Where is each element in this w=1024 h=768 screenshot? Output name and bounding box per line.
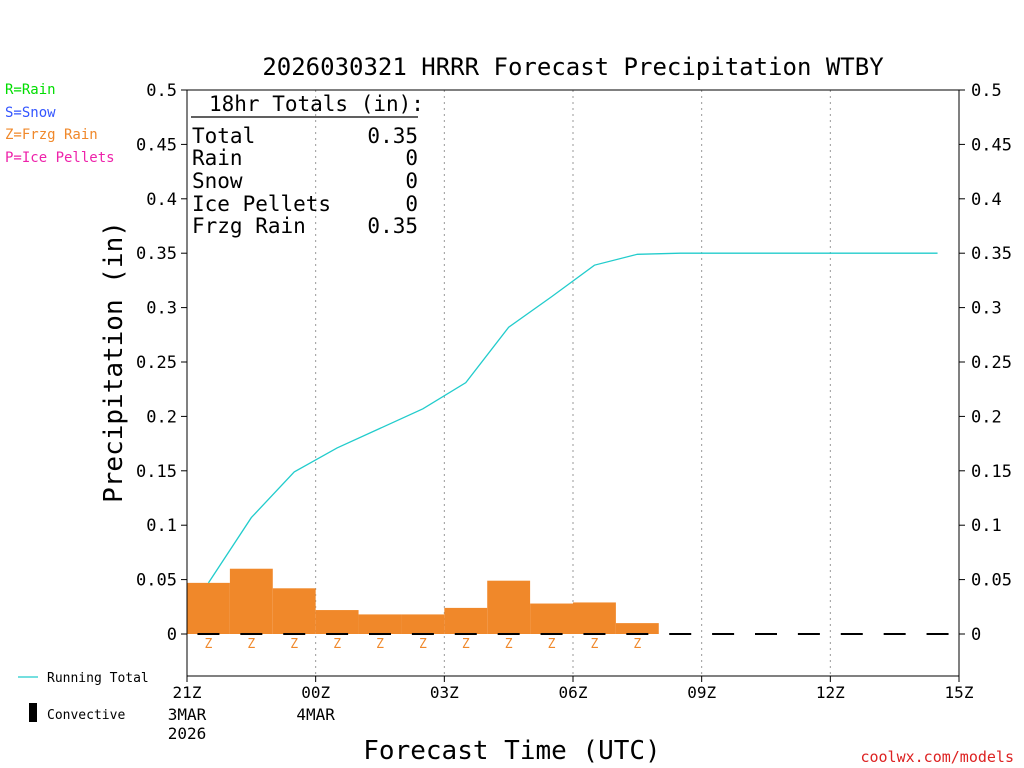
totals-row-label-total: Total <box>192 124 255 148</box>
bar-hour-8 <box>487 580 531 634</box>
type-label-hour-7: Z <box>462 637 470 652</box>
bar-hour-2 <box>229 568 273 634</box>
bar-hour-3 <box>272 588 316 634</box>
convective-legend-swatch <box>29 703 37 722</box>
bars-group <box>187 568 659 634</box>
y-tick-label-right-5: 0.25 <box>971 353 1012 373</box>
y-tick-label-left-2: 0.1 <box>146 516 177 536</box>
legend-frzg-rain: Z=Frzg Rain <box>5 127 98 143</box>
y-tick-label-left-0: 0 <box>167 625 177 645</box>
bar-hour-7 <box>444 607 488 634</box>
totals-row-value-total: 0.35 <box>367 124 418 148</box>
y-tick-label-right-2: 0.1 <box>971 516 1002 536</box>
totals-row-value-frzg-rain: 0.35 <box>367 214 418 238</box>
x-tick-sublabel-0-1: 2026 <box>168 724 207 743</box>
totals-box: 18hr Totals (in): Total 0.35 Rain 0 Snow… <box>191 92 424 238</box>
y-tick-label-right-7: 0.35 <box>971 244 1012 264</box>
bar-hour-11 <box>615 623 659 634</box>
right-axis: 0 0.05 0.1 0.15 0.2 0.25 0.3 0.35 0.4 0.45 0.5 <box>959 81 1012 645</box>
bar-hour-5 <box>358 614 402 634</box>
type-label-hour-9: Z <box>548 637 556 652</box>
left-axis: 0 0.05 0.1 0.15 0.2 0.25 0.3 0.35 0.4 0.45 0.5 <box>136 81 187 645</box>
bar-hour-9 <box>530 603 573 634</box>
y-tick-label-right-1: 0.05 <box>971 571 1012 591</box>
legend-snow: S=Snow <box>5 105 56 121</box>
running-total-group <box>197 252 949 635</box>
y-tick-label-right-4: 0.2 <box>971 407 1002 427</box>
y-tick-label-right-0: 0 <box>971 625 981 645</box>
x-tick-label-2: 03Z <box>430 683 459 702</box>
y-tick-label-left-10: 0.5 <box>146 81 177 101</box>
type-label-hour-8: Z <box>505 637 513 652</box>
totals-row-label-ice-pellets: Ice Pellets <box>192 192 331 216</box>
type-label-hour-11: Z <box>633 637 641 652</box>
x-axis-label: Forecast Time (UTC) <box>363 736 660 766</box>
y-tick-label-left-3: 0.15 <box>136 462 177 482</box>
y-tick-label-left-6: 0.3 <box>146 299 177 319</box>
running-total-legend-label: Running Total <box>47 671 149 686</box>
totals-row-label-rain: Rain <box>192 146 243 170</box>
bar-hour-10 <box>573 602 616 634</box>
y-tick-label-left-9: 0.45 <box>136 135 177 155</box>
x-tick-label-3: 06Z <box>559 683 588 702</box>
y-tick-label-left-8: 0.4 <box>146 190 177 210</box>
y-tick-label-left-4: 0.2 <box>146 407 177 427</box>
legend-ice-pellets: P=Ice Pellets <box>5 150 115 166</box>
x-tick-sublabel-1-0: 4MAR <box>296 705 335 724</box>
totals-row-label-frzg-rain: Frzg Rain <box>192 214 306 238</box>
type-label-hour-3: Z <box>290 637 298 652</box>
x-tick-label-6: 15Z <box>945 683 974 702</box>
bar-hour-1 <box>187 582 230 634</box>
y-tick-label-right-3: 0.15 <box>971 462 1012 482</box>
type-label-hour-6: Z <box>419 637 427 652</box>
convective-legend-label: Convective <box>47 708 125 723</box>
totals-row-label-snow: Snow <box>192 169 243 193</box>
totals-row-value-ice-pellets: 0 <box>405 192 418 216</box>
y-tick-label-left-1: 0.05 <box>136 571 177 591</box>
chart-title: 2026030321 HRRR Forecast Precipitation W… <box>262 53 884 81</box>
bar-hour-4 <box>315 610 359 634</box>
x-tick-label-0: 21Z <box>173 683 202 702</box>
credit-text: coolwx.com/models <box>860 748 1014 766</box>
grid-lines <box>315 90 831 676</box>
type-label-hour-4: Z <box>333 637 341 652</box>
type-label-hour-2: Z <box>247 637 255 652</box>
legend-rain: R=Rain <box>5 82 56 98</box>
x-tick-label-5: 12Z <box>816 683 845 702</box>
x-tick-label-1: 00Z <box>301 683 330 702</box>
totals-title: 18hr Totals (in): <box>209 92 424 116</box>
y-tick-label-right-6: 0.3 <box>971 299 1002 319</box>
y-tick-label-right-9: 0.45 <box>971 135 1012 155</box>
type-label-hour-5: Z <box>376 637 384 652</box>
x-tick-label-4: 09Z <box>687 683 716 702</box>
x-tick-sublabel-0-0: 3MAR <box>168 705 207 724</box>
totals-row-value-snow: 0 <box>405 169 418 193</box>
y-tick-label-left-7: 0.35 <box>136 244 177 264</box>
bar-hour-6 <box>401 614 445 634</box>
y-tick-label-right-8: 0.4 <box>971 190 1002 210</box>
type-label-hour-1: Z <box>205 637 213 652</box>
y-axis-label: Precipitation (in) <box>99 221 129 503</box>
totals-row-value-rain: 0 <box>405 146 418 170</box>
running-total-line <box>207 252 938 584</box>
y-tick-label-left-5: 0.25 <box>136 353 177 373</box>
y-tick-label-right-10: 0.5 <box>971 81 1002 101</box>
type-label-hour-10: Z <box>591 637 599 652</box>
